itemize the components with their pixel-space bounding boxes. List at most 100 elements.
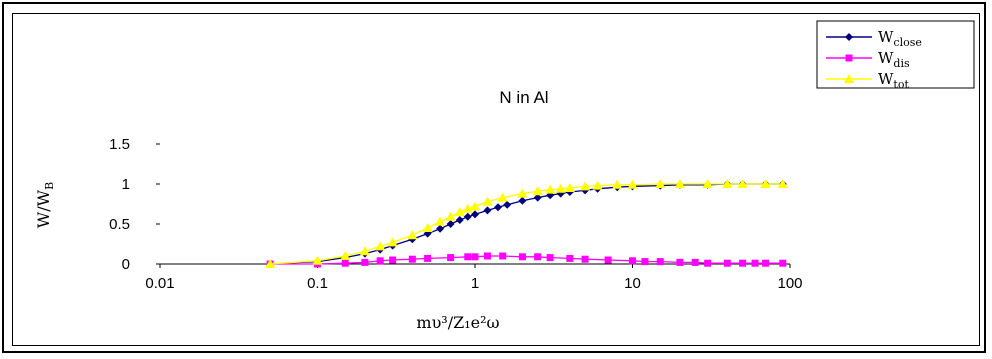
x-tick-label: 0.1 (307, 275, 328, 292)
data-point-tot (777, 179, 788, 188)
y-axis-label-main: W/W (34, 189, 53, 228)
y-tick-label: 0.5 (109, 216, 130, 233)
data-point-tot (387, 237, 398, 247)
data-point-dis (581, 255, 589, 263)
data-point-dis (751, 259, 759, 267)
x-tick-label: 100 (777, 275, 802, 292)
data-point-dis (691, 258, 699, 266)
data-point-tot (482, 196, 493, 206)
data-point-tot (702, 179, 713, 188)
legend-label-dis: Wdis (878, 49, 910, 70)
data-point-tot (737, 179, 748, 188)
data-point-dis (629, 257, 636, 265)
series-dis (266, 252, 787, 268)
data-point-tot (454, 207, 465, 216)
data-point-dis (739, 259, 747, 267)
data-point-tot (312, 255, 323, 265)
legend-entry-tot: Wtot (826, 70, 909, 91)
data-point-tot (722, 179, 733, 188)
data-point-dis (534, 253, 542, 261)
legend-label-tot: Wtot (878, 70, 909, 91)
data-point-dis (566, 254, 574, 262)
data-point-dis (483, 252, 491, 260)
legend-marker-dis (845, 54, 853, 62)
data-point-close (446, 220, 455, 228)
y-axis-label-sub: B (43, 182, 56, 190)
x-tick-label: 10 (624, 275, 641, 292)
data-point-tot (375, 241, 386, 251)
data-point-dis (361, 258, 369, 266)
data-point-dis (424, 254, 432, 262)
data-point-tot (532, 186, 543, 196)
data-point-dis (341, 259, 349, 267)
data-point-tot (612, 179, 623, 189)
data-point-dis (546, 254, 554, 262)
data-point-tot (445, 211, 456, 221)
data-point-tot (359, 246, 370, 256)
data-point-dis (376, 257, 384, 265)
data-point-dis (656, 258, 664, 266)
data-point-dis (447, 254, 455, 262)
data-point-dis (704, 259, 712, 267)
data-point-close (494, 203, 503, 212)
y-tick-label: 1 (122, 176, 130, 193)
data-point-tot (517, 188, 528, 198)
legend-entry-close: Wclose (826, 28, 922, 49)
data-point-tot (564, 183, 575, 192)
y-tick-label: 1.5 (109, 136, 130, 153)
data-point-tot (340, 251, 351, 260)
data-point-dis (762, 259, 770, 267)
data-point-dis (676, 258, 684, 266)
axes: 0.01 0.1 1 10 100 0 0.5 1 1.5 (109, 136, 802, 292)
data-point-tot (592, 180, 603, 190)
data-point-tot (462, 203, 473, 213)
data-point-close (463, 212, 472, 221)
data-point-tot (422, 223, 433, 232)
data-point-dis (389, 256, 397, 264)
data-point-dis (779, 259, 787, 267)
data-point-tot (655, 179, 666, 188)
data-point-close (518, 196, 527, 205)
data-point-tot (407, 230, 418, 240)
data-point-tot (470, 201, 480, 211)
series-layer (265, 179, 788, 268)
data-point-tot (627, 179, 638, 189)
legend-marker-tot (844, 74, 854, 83)
data-point-dis (518, 253, 526, 261)
data-point-tot (435, 216, 446, 226)
data-point-dis (641, 258, 649, 266)
data-point-tot (545, 184, 556, 194)
data-point-dis (723, 259, 731, 267)
svg-text:W/WB: W/WB (34, 182, 56, 228)
series-tot (265, 179, 788, 268)
data-point-dis (604, 256, 612, 264)
data-point-dis (408, 255, 416, 263)
data-point-dis (499, 252, 507, 260)
data-point-tot (580, 181, 591, 191)
data-point-close (533, 193, 542, 202)
data-point-tot (497, 192, 508, 202)
data-point-close (483, 206, 492, 215)
chart-title: N in Al (499, 88, 548, 107)
data-point-dis (464, 253, 472, 261)
data-point-tot (674, 179, 685, 188)
y-tick-label: 0 (122, 256, 130, 273)
legend-box (816, 20, 975, 89)
legend-entry-dis: Wdis (826, 49, 910, 70)
data-point-tot (265, 259, 276, 268)
legend-label-close: Wclose (878, 28, 922, 49)
x-tick-label: 0.01 (145, 275, 174, 292)
data-point-tot (555, 183, 566, 193)
data-point-close (436, 224, 445, 233)
legend-marker-close (845, 33, 853, 41)
outer-frame (2, 2, 986, 353)
data-point-close (471, 210, 479, 219)
data-point-tot (760, 179, 771, 188)
y-axis-label: W/WB (34, 182, 56, 228)
x-axis-label: mυ³/Z₁e²ω (416, 313, 499, 332)
data-point-close (503, 200, 512, 209)
x-tick-label: 1 (471, 275, 479, 292)
chart-area (12, 13, 980, 346)
